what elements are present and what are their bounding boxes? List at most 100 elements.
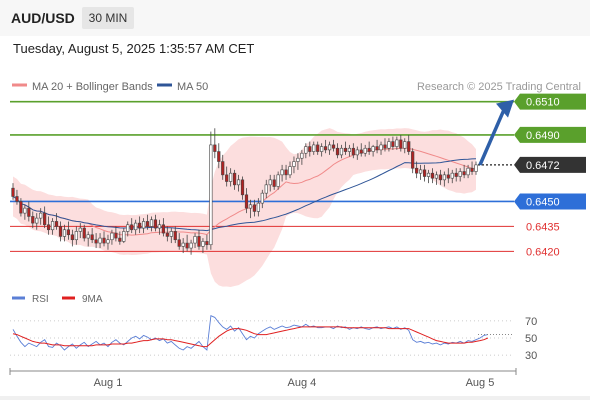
legend-layer: MA 20 + Bollinger Bands MA 50 Research © 2… [12,81,581,93]
candle-6 [35,213,39,230]
candle-78 [320,143,324,157]
candle-19 [86,231,90,247]
candle-body [403,141,407,149]
candle-28 [122,228,126,244]
candle-body [229,172,233,182]
candle-body [438,174,442,181]
candle-body [39,212,43,219]
candle-body [54,221,59,227]
candle-72 [296,153,300,170]
candle-body [339,147,344,156]
candle-38 [161,218,165,237]
candle-82 [335,143,340,159]
candle-body [395,139,399,147]
candle-111 [450,169,454,184]
candle-body [197,236,201,247]
candle-body [316,144,320,152]
candle-body [312,144,316,152]
projection-arrow-head [496,99,514,118]
legend-label-0: MA 20 + Bollinger Bands [32,81,153,93]
candle-body [351,147,355,156]
candle-body [90,234,94,241]
candle-body [244,194,249,209]
candle-body [153,219,158,229]
candle-body [165,232,169,237]
candle-body [327,144,332,151]
candle-body [177,239,181,247]
candle-35 [149,216,154,232]
rsi-panel: RSI 9MA 70 50 30 [10,294,537,362]
candle-34 [145,214,150,230]
candle-body [474,164,478,172]
candle-body [256,202,260,212]
candle-body [462,171,466,176]
projection-layer [478,99,514,166]
current-price-label: 0.6472 [526,160,560,172]
time-tick-Aug-4: Aug 4 [288,377,317,389]
candle-4 [27,201,31,222]
candle-body [225,174,229,182]
candle-body [58,226,63,237]
candle-57 [236,174,241,192]
candle-body [446,174,450,179]
candle-body [407,141,411,152]
level-tag-0.6450 [514,193,586,210]
candle-85 [347,144,351,157]
candle-body [387,141,391,149]
candle-59 [244,188,249,214]
timeframe-badge[interactable]: 30 MIN [82,7,134,29]
candle-109 [442,171,446,187]
candle-body [343,147,348,152]
candle-body [19,201,23,214]
candle-48 [201,238,205,254]
candle-5 [31,211,35,229]
candle-0 [11,183,15,200]
rsi-tick-30: 30 [525,350,537,362]
candle-41 [173,226,177,244]
candle-77 [316,141,320,155]
candle-60 [248,199,253,219]
candle-1 [15,189,19,205]
candle-body [173,231,177,241]
chart-credit: Research © 2025 Trading Central [417,81,581,93]
candle-body [106,239,110,244]
candle-body [35,217,39,224]
candle-body [31,216,35,224]
moving-average-layer [12,147,477,236]
candle-69 [284,164,288,180]
candle-body [324,146,328,151]
candle-70 [288,161,292,179]
candle-93 [379,141,383,155]
level-label-0.6450: 0.6450 [526,196,560,208]
candle-body [300,152,304,159]
candle-body [383,144,387,149]
rsi-legend-swatch-0 [12,296,25,300]
candle-body [66,229,71,236]
candle-body [82,227,86,239]
candle-91 [371,144,375,157]
level-tag-0.6510 [514,93,586,110]
chart-header: AUD/USD 30 MIN [0,0,590,36]
candle-104 [422,164,427,182]
chart-timestamp: Tuesday, August 5, 2025 1:35:57 AM CET [13,41,255,56]
candle-body [466,167,470,176]
candle-8 [43,206,47,229]
rsi-legend-swatch-1 [62,296,75,300]
candle-body [379,144,383,151]
candle-body [426,172,431,177]
candle-body [169,231,173,237]
candle-body [252,204,256,212]
candle-body [233,172,237,186]
candle-21 [94,233,98,249]
candle-body [138,222,142,229]
candle-53 [221,154,225,180]
candle-body [213,144,217,152]
candle-68 [280,164,284,182]
time-axis: Aug 1 Aug 4 Aug 5 [9,368,517,389]
candle-body [205,241,209,246]
candle-10 [50,218,55,235]
candle-body [23,207,27,214]
candle-56 [233,169,237,190]
candle-116 [470,161,474,175]
candle-12 [58,221,63,242]
